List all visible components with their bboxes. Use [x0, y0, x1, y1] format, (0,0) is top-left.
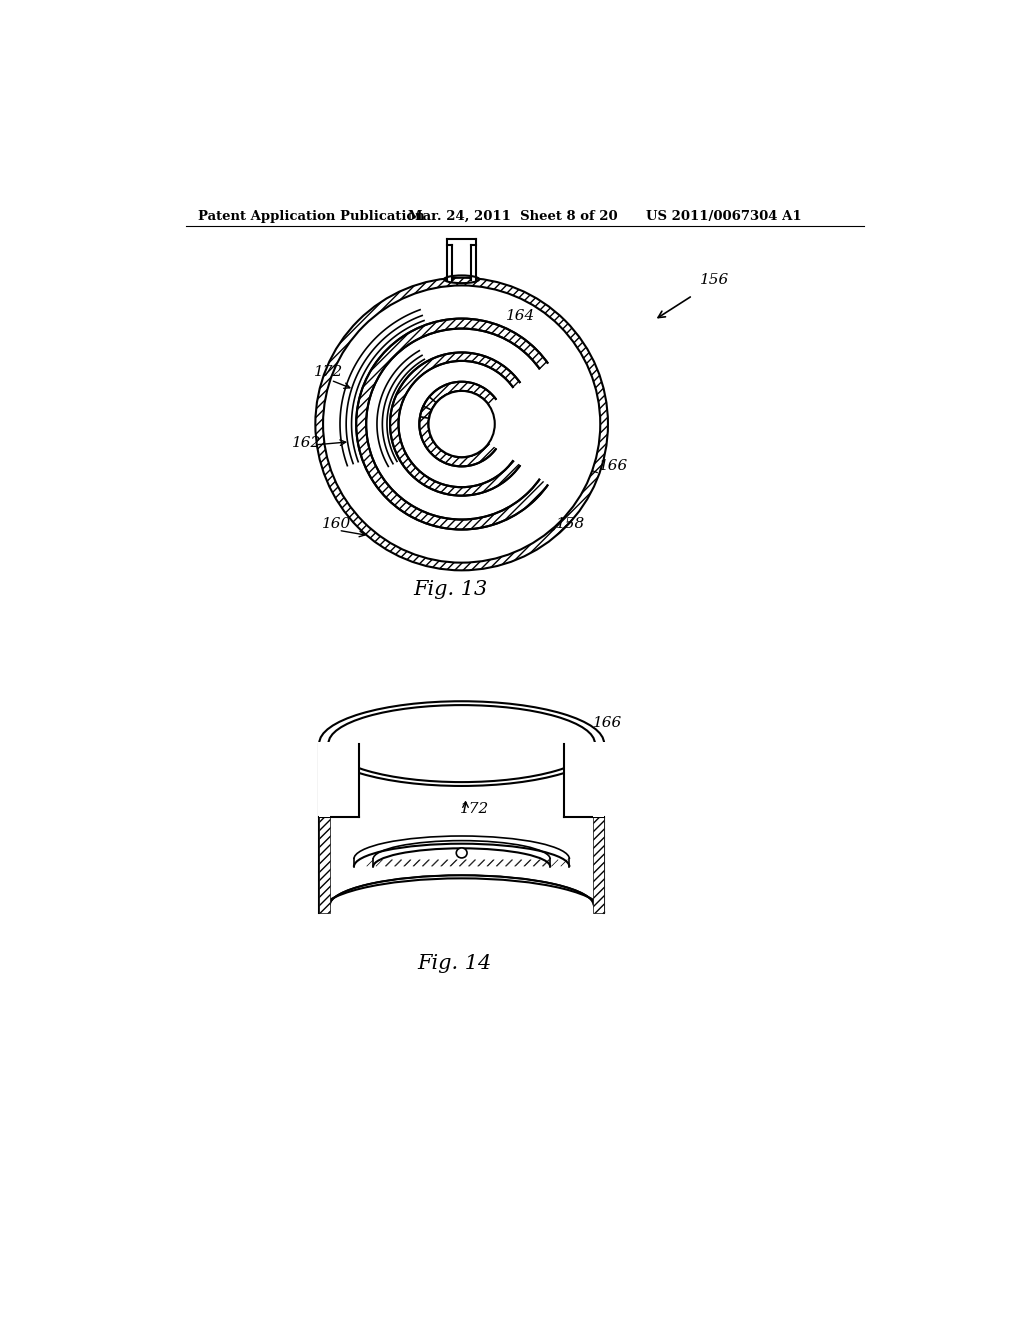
- Text: 166: 166: [593, 715, 622, 730]
- Text: Fig. 14: Fig. 14: [417, 953, 492, 973]
- Text: 166: 166: [599, 459, 628, 474]
- Text: 162: 162: [292, 436, 322, 450]
- Ellipse shape: [356, 318, 567, 529]
- Ellipse shape: [367, 329, 557, 520]
- Ellipse shape: [323, 285, 600, 562]
- Ellipse shape: [429, 391, 495, 457]
- Bar: [447, 239, 453, 280]
- Ellipse shape: [419, 381, 504, 466]
- Wedge shape: [486, 399, 506, 450]
- Text: Fig. 13: Fig. 13: [413, 579, 487, 599]
- Text: 160: 160: [322, 517, 351, 531]
- Text: Patent Application Publication: Patent Application Publication: [199, 210, 425, 223]
- Ellipse shape: [457, 847, 467, 858]
- Bar: [319, 743, 330, 817]
- Ellipse shape: [390, 352, 534, 496]
- Wedge shape: [538, 362, 569, 486]
- Text: 172: 172: [460, 803, 489, 816]
- Ellipse shape: [398, 360, 525, 487]
- Text: 156: 156: [700, 273, 730, 286]
- Text: 172: 172: [313, 366, 343, 379]
- Ellipse shape: [319, 701, 604, 785]
- Bar: [317, 742, 359, 817]
- Text: Mar. 24, 2011  Sheet 8 of 20: Mar. 24, 2011 Sheet 8 of 20: [408, 210, 617, 223]
- Ellipse shape: [329, 705, 595, 781]
- Bar: [471, 239, 476, 280]
- Ellipse shape: [429, 391, 495, 457]
- Bar: [564, 742, 605, 817]
- Wedge shape: [512, 381, 536, 466]
- Text: 158: 158: [556, 517, 586, 531]
- Bar: [447, 239, 476, 246]
- Text: 164: 164: [506, 309, 536, 323]
- Bar: [319, 743, 330, 913]
- Text: US 2011/0067304 A1: US 2011/0067304 A1: [646, 210, 802, 223]
- Bar: [593, 743, 604, 913]
- Ellipse shape: [315, 277, 608, 570]
- Bar: [593, 743, 604, 817]
